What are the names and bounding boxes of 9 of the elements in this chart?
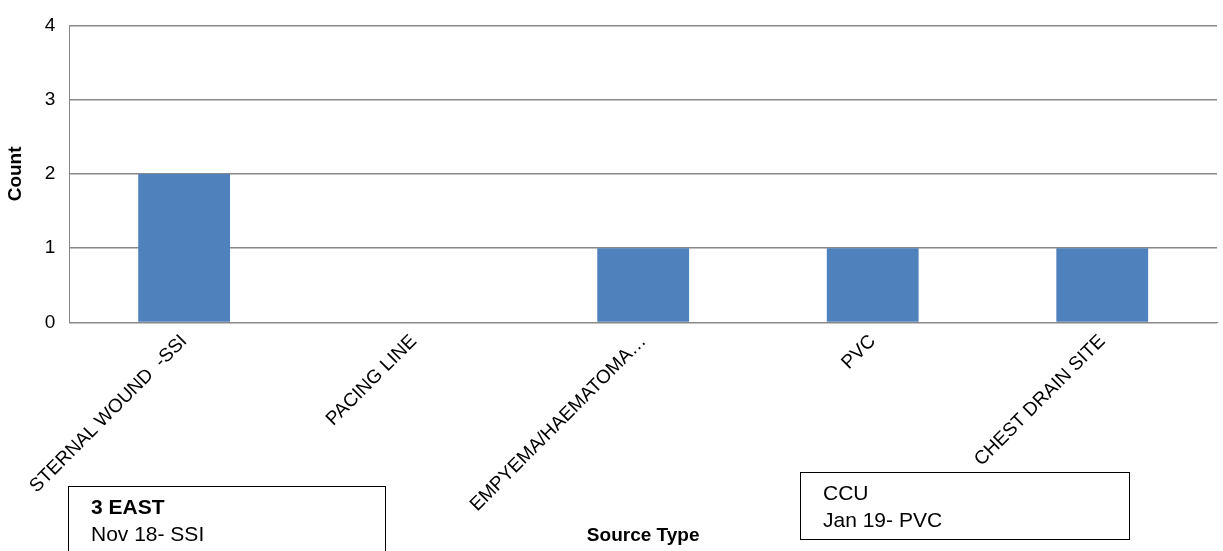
- x-axis-title: Source Type: [586, 523, 700, 545]
- y-tick-label: 2: [44, 162, 56, 184]
- y-tick-label: 3: [44, 87, 56, 109]
- text: CCU Jan 19- PVC: [823, 480, 944, 533]
- y-tick-label: 0: [44, 310, 56, 332]
- y-tick-label: 1: [44, 236, 56, 258]
- y-axis-title: Count: [3, 145, 25, 202]
- text: 3 EAST Nov 18- SSI: [91, 494, 206, 547]
- y-tick-label: 4: [44, 13, 56, 35]
